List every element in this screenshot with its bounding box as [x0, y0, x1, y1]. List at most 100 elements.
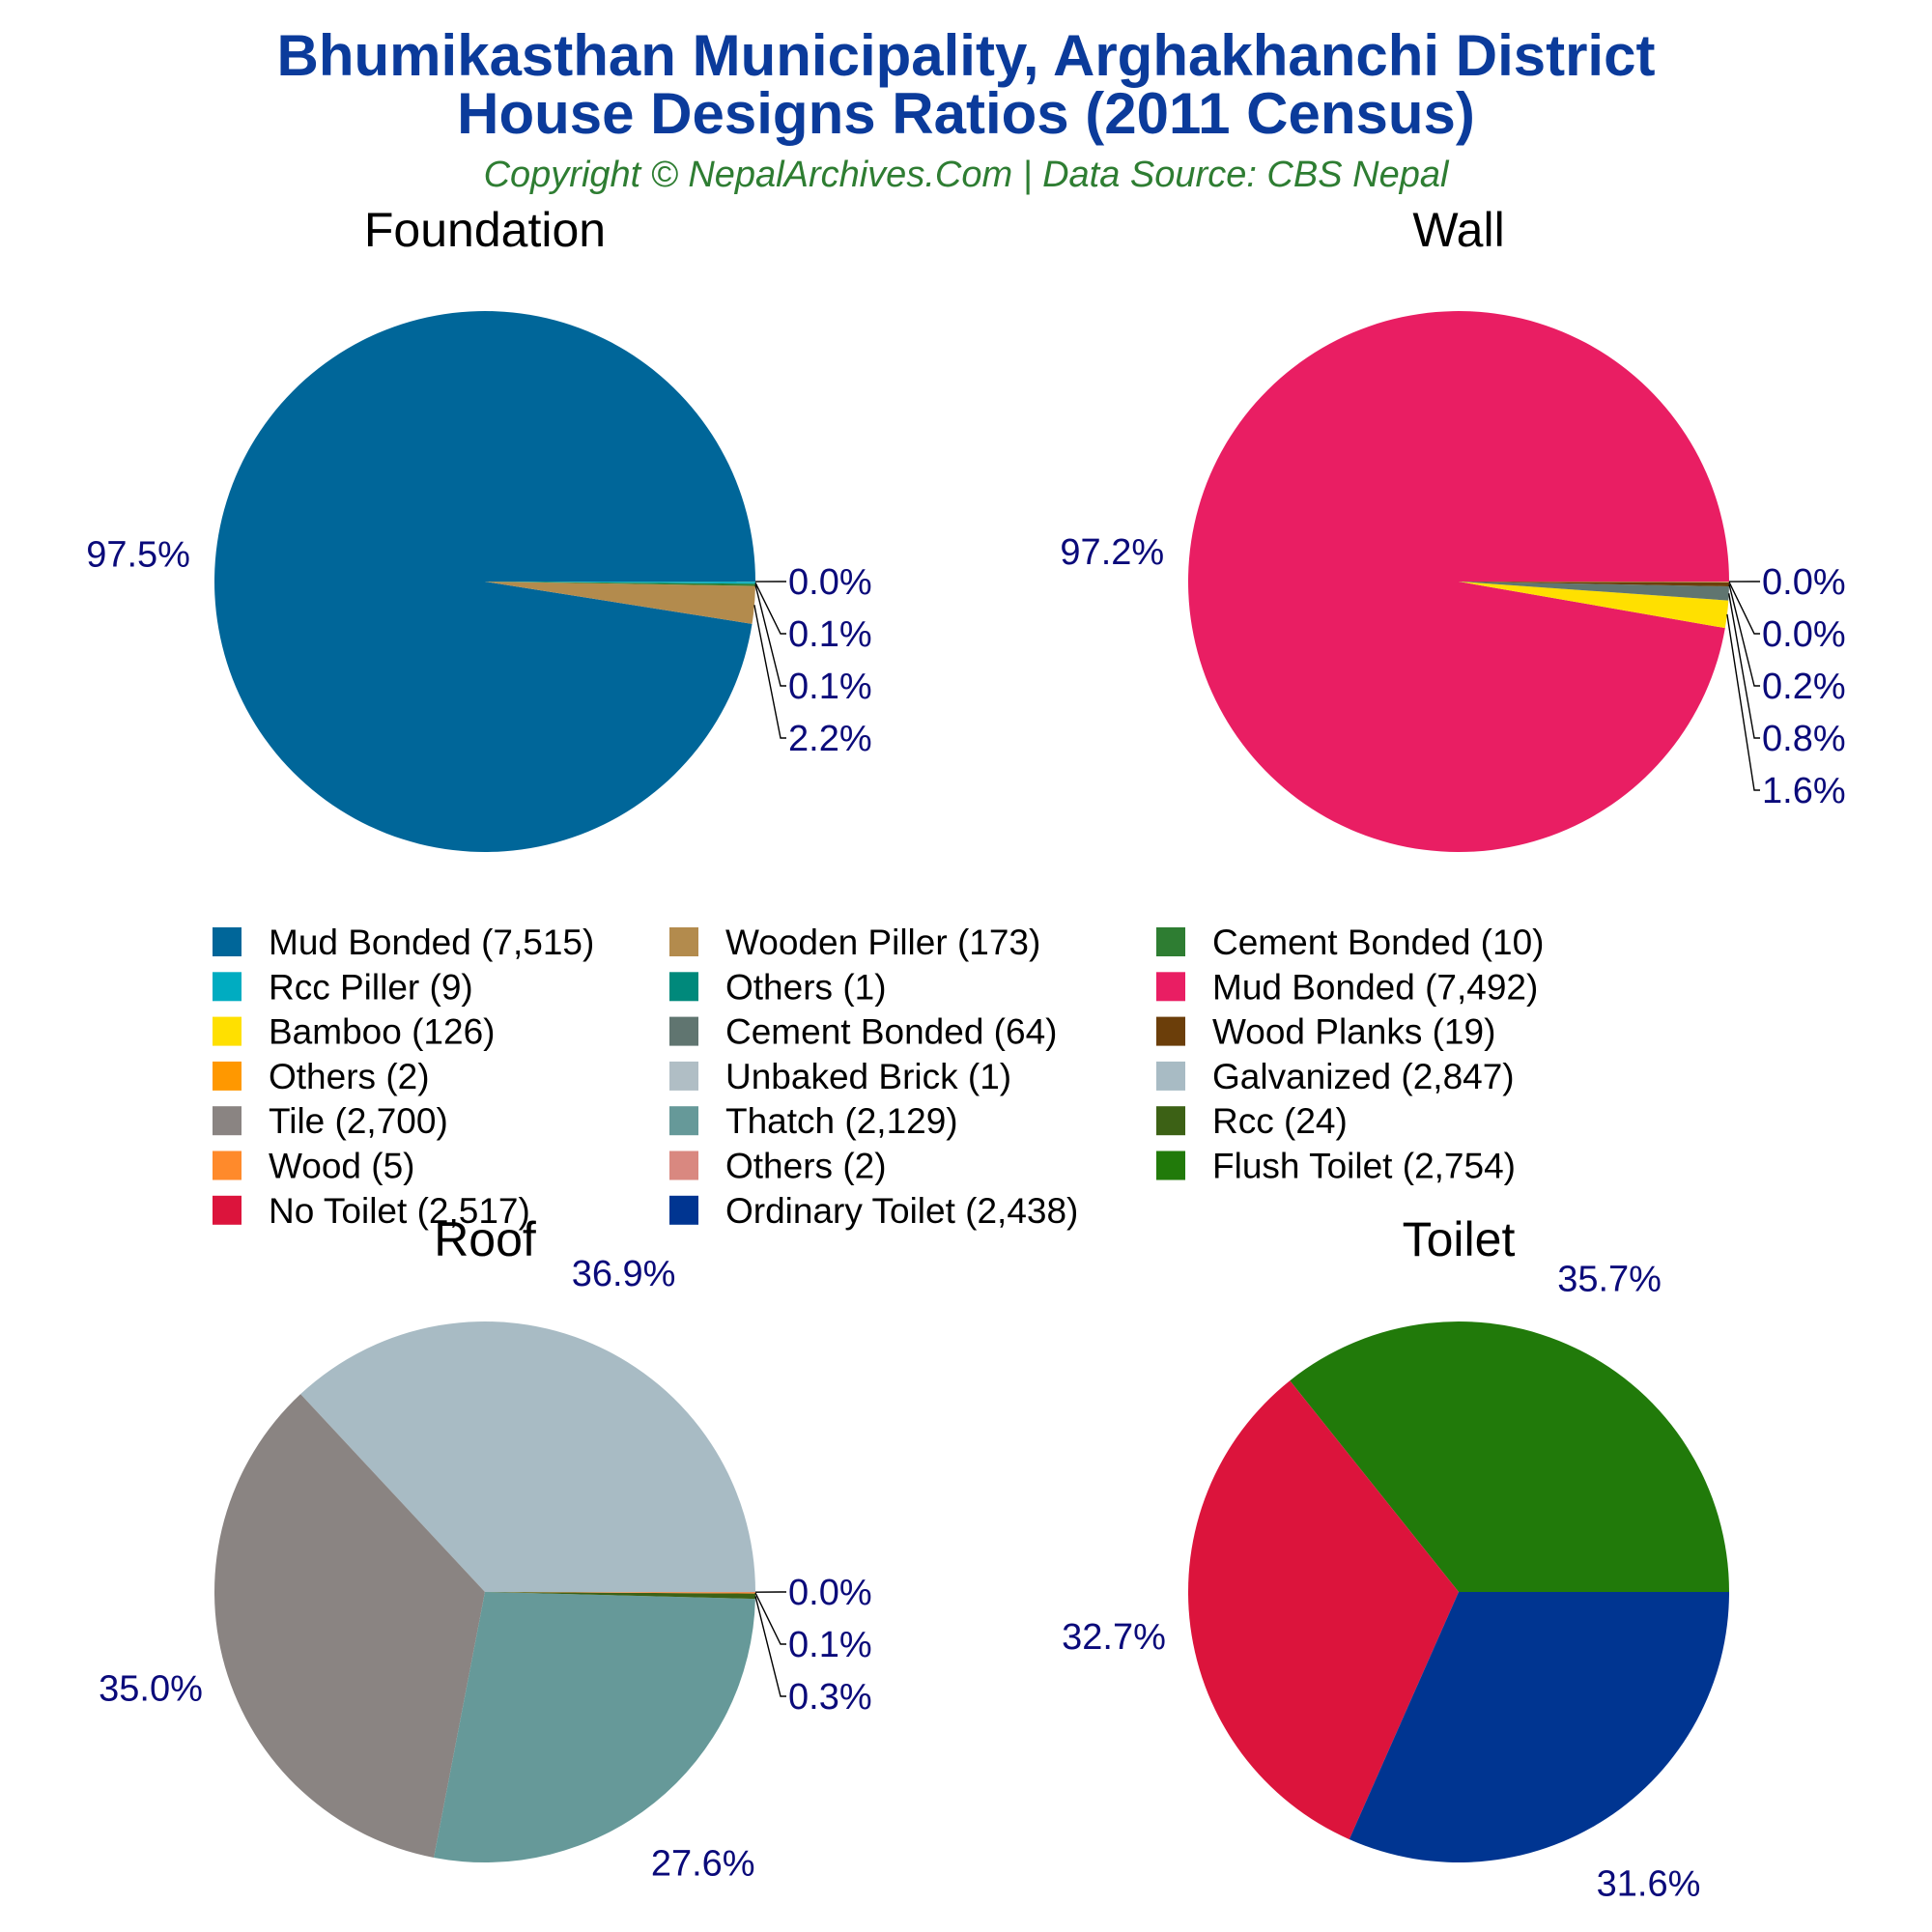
slice-tile	[213, 1394, 485, 1858]
percent-label: 0.0%	[788, 562, 872, 603]
legend-item: Others (2)	[213, 1057, 430, 1096]
legend-item: Others (2)	[669, 1147, 887, 1186]
legend-swatch	[669, 972, 698, 1002]
slice-bamboo	[1459, 582, 1729, 629]
pie-charts: Foundation 97.5% 0.0% 0.1% 0.1% 2.2% Wall 97.2%…	[86, 203, 1845, 1905]
leader-line	[754, 1592, 786, 1645]
legend-swatch	[1156, 927, 1185, 956]
legend-swatch	[669, 1106, 698, 1136]
legend-item: Wood (5)	[213, 1147, 415, 1186]
legend-label: Others (2)	[725, 1147, 887, 1186]
slice-thatch	[434, 1592, 755, 1862]
legend-item: Thatch (2,129)	[669, 1101, 958, 1141]
legend-item: Flush Toilet (2,754)	[1156, 1147, 1516, 1186]
legend-item: Wooden Piller (173)	[669, 923, 1040, 962]
percent-label: 31.6%	[1597, 1864, 1701, 1905]
slice-rcc-piller	[485, 582, 755, 584]
slice-galvanized	[300, 1321, 755, 1592]
slice-mud-bonded	[1187, 311, 1729, 853]
legend-swatch	[213, 1195, 242, 1225]
legend-swatch	[669, 1195, 698, 1225]
chart-title-line1: Bhumikasthan Municipality, Arghakhanchi …	[277, 23, 1656, 88]
percent-label: 0.2%	[1762, 667, 1846, 707]
legend-swatch	[1156, 1061, 1185, 1091]
pie-title: Wall	[1412, 203, 1504, 257]
legend-item: Tile (2,700)	[213, 1101, 448, 1141]
legend-label: No Toilet (2,517)	[269, 1191, 530, 1231]
legend-label: Others (2)	[269, 1057, 430, 1096]
leader-line	[1728, 583, 1760, 687]
percent-label: 0.3%	[788, 1677, 872, 1718]
legend-item: Mud Bonded (7,492)	[1156, 967, 1538, 1007]
legend-item: Cement Bonded (10)	[1156, 923, 1544, 962]
legend-swatch	[1156, 972, 1185, 1002]
pie-title: Roof	[434, 1212, 536, 1266]
legend-label: Unbaked Brick (1)	[725, 1057, 1011, 1096]
slice-ordinary-toilet	[1349, 1592, 1729, 1863]
percent-label: 0.0%	[788, 1573, 872, 1613]
legend-swatch	[213, 972, 242, 1002]
legend-item: No Toilet (2,517)	[213, 1191, 530, 1231]
legend-swatch	[213, 1016, 242, 1046]
leader-line	[754, 582, 786, 635]
slice-mud-bonded	[214, 310, 756, 852]
pie-wall: Wall 97.2% 0.0% 0.0% 0.2% 0.8% 1.6%	[1060, 203, 1846, 853]
legend-label: Mud Bonded (7,492)	[1212, 967, 1538, 1007]
percent-label: 0.0%	[1762, 614, 1846, 655]
pie-roof: Roof 36.9% 35.0% 27.6% 0.0% 0.1% 0.3%	[99, 1212, 872, 1885]
legend-label: Tile (2,700)	[269, 1101, 448, 1141]
percent-label: 0.1%	[788, 667, 872, 707]
legend-swatch	[213, 1151, 242, 1180]
percent-label: 0.1%	[788, 1625, 872, 1665]
chart-title-line2: House Designs Ratios (2011 Census)	[457, 81, 1475, 146]
pie-foundation: Foundation 97.5% 0.0% 0.1% 0.1% 2.2%	[86, 203, 872, 852]
slice-wooden-piller	[485, 582, 755, 624]
legend-label: Rcc (24)	[1212, 1101, 1348, 1141]
leader-line	[1728, 582, 1760, 635]
leader-line	[1726, 613, 1760, 791]
slice-cement-bonded	[1459, 582, 1729, 601]
percent-label: 32.7%	[1062, 1617, 1166, 1658]
legend-label: Mud Bonded (7,515)	[269, 923, 594, 962]
leader-line	[754, 584, 786, 687]
slice-cement-bonded	[485, 582, 755, 586]
legend-item: Wood Planks (19)	[1156, 1012, 1495, 1052]
pie-toilet: Toilet 35.7% 32.7% 31.6%	[1062, 1212, 1729, 1905]
legend-item: Ordinary Toilet (2,438)	[669, 1191, 1078, 1231]
percent-label: 0.0%	[1762, 562, 1846, 603]
percent-label: 97.5%	[86, 535, 190, 576]
percent-label: 36.9%	[572, 1254, 676, 1294]
leader-line	[754, 1596, 786, 1697]
legend-label: Flush Toilet (2,754)	[1212, 1147, 1516, 1186]
legend-item: Rcc (24)	[1156, 1101, 1348, 1141]
legend-label: Bamboo (126)	[269, 1012, 495, 1052]
slice-rcc	[485, 1592, 755, 1600]
legend-label: Cement Bonded (10)	[1212, 923, 1544, 962]
legend-swatch	[669, 1061, 698, 1091]
legend-swatch	[669, 1016, 698, 1046]
percent-label: 0.1%	[788, 614, 872, 655]
legend-label: Wood Planks (19)	[1212, 1012, 1495, 1052]
leader-line	[753, 605, 786, 739]
legend-item: Bamboo (126)	[213, 1012, 495, 1052]
chart-subtitle: Copyright © NepalArchives.Com | Data Sou…	[484, 155, 1450, 195]
legend-label: Rcc Piller (9)	[269, 967, 473, 1007]
legend-item: Cement Bonded (64)	[669, 1012, 1057, 1052]
legend-label: Galvanized (2,847)	[1212, 1057, 1515, 1096]
legend: Mud Bonded (7,515) Wooden Piller (173) Cem…	[213, 923, 1544, 1231]
percent-label: 2.2%	[788, 719, 872, 759]
legend-item: Mud Bonded (7,515)	[213, 923, 594, 962]
pie-title: Toilet	[1403, 1212, 1516, 1266]
slice-wood	[485, 1592, 756, 1594]
slice-wood-planks	[1459, 582, 1729, 587]
legend-label: Wooden Piller (173)	[725, 923, 1040, 962]
legend-swatch	[1156, 1016, 1185, 1046]
percent-label: 35.0%	[99, 1669, 203, 1710]
pie-title: Foundation	[364, 203, 606, 257]
legend-item: Others (1)	[669, 967, 887, 1007]
legend-swatch	[213, 1106, 242, 1136]
legend-swatch	[213, 927, 242, 956]
percent-label: 27.6%	[651, 1844, 755, 1885]
legend-item: Rcc Piller (9)	[213, 967, 473, 1007]
